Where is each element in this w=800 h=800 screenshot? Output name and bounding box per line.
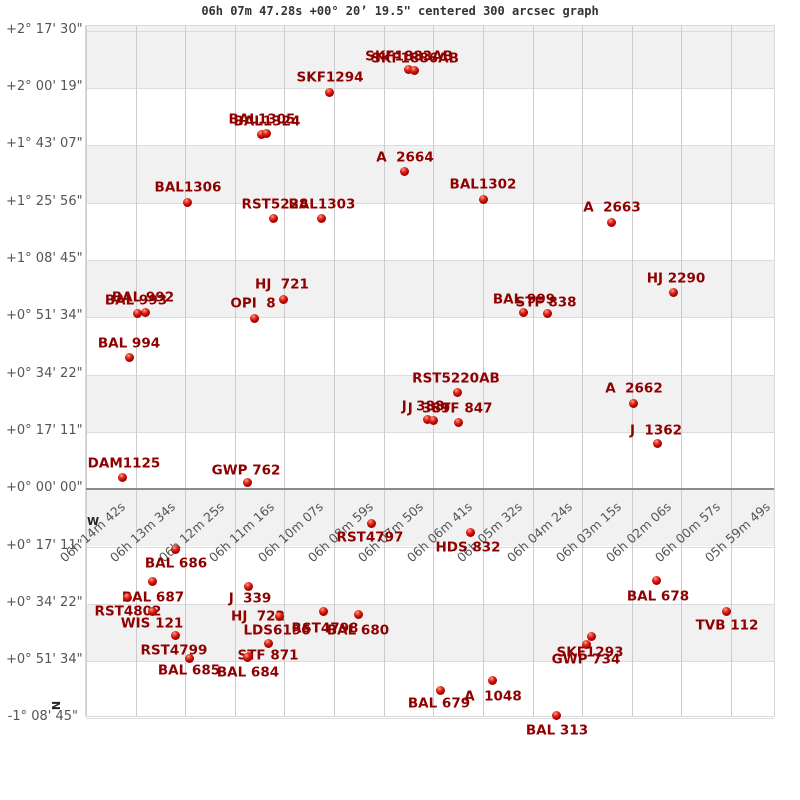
- gridline-v: [383, 26, 385, 716]
- y-tick-label: +2° 00' 19": [6, 79, 83, 95]
- y-tick-label: +0° 00' 00": [6, 480, 83, 496]
- y-tick-label: +1° 08' 45": [6, 251, 83, 266]
- gridline-v: [433, 26, 435, 716]
- y-tick-label: +1° 25' 56": [6, 193, 83, 209]
- dec-band: [86, 374, 774, 432]
- gridline-h: [86, 145, 774, 147]
- gridline-h: [86, 546, 774, 548]
- y-tick-label: +0° 17' 11": [6, 537, 83, 553]
- gridline-v: [284, 26, 286, 716]
- y-tick-label: +0° 17' 11": [6, 422, 83, 438]
- gridline-v: [135, 26, 137, 716]
- y-tick-label: +0° 34' 22": [6, 365, 83, 381]
- y-tick-label: +2° 17' 30": [6, 21, 83, 37]
- gridline-v: [730, 26, 732, 716]
- gridline-v: [532, 26, 534, 716]
- zero-dec-line: [86, 488, 774, 491]
- gridline-v: [582, 26, 584, 716]
- gridline-h: [86, 88, 774, 90]
- gridline-h: [86, 718, 774, 720]
- gridline-v: [631, 26, 633, 716]
- north-marker: N: [49, 700, 63, 711]
- dec-band: [86, 489, 774, 547]
- y-tick-label: +0° 34' 22": [6, 594, 83, 610]
- y-tick-label: +1° 43' 07": [6, 136, 83, 152]
- gridline-h: [86, 202, 774, 204]
- plot-area: [85, 25, 775, 720]
- gridline-h: [86, 431, 774, 433]
- y-tick-label: -1° 08' 45": [7, 709, 78, 725]
- gridline-h: [86, 661, 774, 663]
- star-label: BAL 313: [525, 722, 589, 739]
- gridline-h: [86, 30, 774, 32]
- y-tick-label: +0° 51' 34": [6, 652, 83, 668]
- gridline-v: [681, 26, 683, 716]
- dec-band: [86, 26, 774, 89]
- west-marker: W: [87, 515, 100, 528]
- gridline-v: [482, 26, 484, 716]
- dec-band: [86, 603, 774, 662]
- gridline-h: [86, 260, 774, 261]
- gridline-h: [86, 603, 774, 605]
- gridline-h: [86, 374, 774, 376]
- gridline-h: [86, 317, 774, 319]
- dec-band: [86, 145, 774, 203]
- dec-band: [86, 260, 774, 318]
- chart-title: 06h 07m 47.28s +00° 20’ 19.5" centered 3…: [201, 4, 599, 18]
- gridline-v: [334, 26, 336, 716]
- gridline-v: [185, 26, 187, 716]
- y-tick-label: +0° 51' 34": [6, 308, 83, 324]
- gridline-v: [234, 26, 236, 716]
- gridline-v: [86, 26, 87, 716]
